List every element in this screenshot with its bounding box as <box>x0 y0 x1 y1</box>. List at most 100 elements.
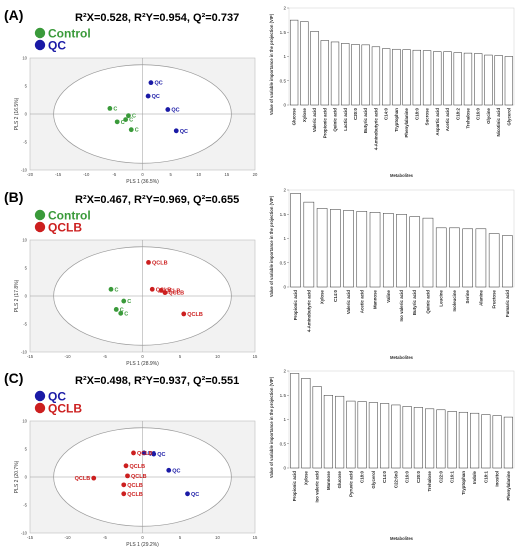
vip-bar <box>481 414 491 469</box>
panel-2: (C) R²X=0.498, R²Y=0.937, Q²=0.551QCQCLB-… <box>4 369 515 548</box>
x-tick-label: 5 <box>179 535 182 540</box>
vip-y-axis-label: Value of variable importance in the proj… <box>269 195 274 297</box>
vip-bar <box>343 210 354 288</box>
data-point <box>149 286 155 292</box>
category-label: Trehalose <box>427 470 432 491</box>
category-label: Alanine <box>478 289 483 305</box>
category-label: Propionic acid <box>322 108 327 139</box>
data-point <box>107 106 113 111</box>
legend-marker <box>34 209 46 221</box>
point-label: QCLB <box>127 492 143 498</box>
category-label: Fumaric acid <box>505 290 510 317</box>
y-tick-label: 0.5 <box>280 441 287 446</box>
category-label: C18:2 <box>455 107 460 120</box>
category-label: Glucose <box>292 107 297 125</box>
category-label: Lactic acid <box>343 108 348 131</box>
y-tick-label: -10 <box>21 350 28 355</box>
vip-bar <box>458 411 468 469</box>
data-point <box>166 467 172 473</box>
y-tick-label: 1.5 <box>280 212 287 217</box>
vip-bar <box>422 217 434 288</box>
vip-bar <box>316 208 328 288</box>
vip-bar <box>335 395 345 469</box>
vip-bar <box>320 40 329 106</box>
vip-bar <box>310 31 319 106</box>
x-tick-label: -5 <box>103 354 107 359</box>
category-label: Fructose <box>492 289 497 308</box>
point-label: QC <box>172 468 180 474</box>
category-label: Glycerol <box>506 108 511 126</box>
point-label: C <box>135 128 139 134</box>
category-label: Propionic acid <box>293 290 298 321</box>
vip-bar <box>502 235 513 288</box>
point-label: QCLB <box>165 288 181 294</box>
vip-bar <box>356 211 368 288</box>
category-label: 4-Aminobutyric acid <box>373 108 378 151</box>
category-label: Leucine <box>439 289 444 306</box>
y-tick-label: 10 <box>22 238 27 243</box>
legend-entry: QCLB <box>48 221 82 235</box>
x-tick-label: 5 <box>169 172 172 177</box>
category-label: Valeric acid <box>346 290 351 314</box>
data-point <box>185 491 190 497</box>
category-label: C16:0 <box>476 107 481 120</box>
point-label: C <box>113 106 117 112</box>
point-label: QCLB <box>187 312 203 318</box>
category-label: Phenylalanine <box>506 470 511 500</box>
x-axis-label: PLS 1 (28.9%) <box>126 361 159 367</box>
vip-bar <box>357 401 367 469</box>
vip-bar <box>289 19 299 106</box>
point-label: QC <box>157 452 165 458</box>
vip-bar <box>330 41 340 106</box>
data-point <box>151 451 157 457</box>
point-label: QC <box>152 94 160 100</box>
category-label: Butyric acid <box>412 290 417 315</box>
y-tick-label: -5 <box>23 503 27 508</box>
category-label: C20:0 <box>416 470 421 483</box>
y-tick-label: 0.5 <box>280 78 287 83</box>
category-label: C16:1 <box>450 470 455 483</box>
point-label: C <box>121 120 125 126</box>
x-tick-label: 15 <box>225 172 230 177</box>
point-label: QC <box>180 129 188 135</box>
data-point <box>118 310 124 316</box>
panel-0: (A) R²X=0.528, R²Y=0.954, Q²=0.737 Control… <box>4 6 515 185</box>
vip-bar <box>351 44 360 106</box>
vip-bar <box>301 378 311 469</box>
vip-bar <box>312 386 322 469</box>
category-label: Aspartic acid <box>435 108 440 136</box>
point-label: QC <box>171 108 179 114</box>
vip-x-axis-label: Metabolites <box>390 173 414 178</box>
y-tick-label: 2 <box>283 188 286 193</box>
y-tick-label: 5 <box>25 266 28 271</box>
data-point <box>114 119 120 125</box>
y-axis-label: PLS 2 (17.8%) <box>14 279 20 312</box>
data-point <box>145 93 151 99</box>
category-label: Xylose <box>303 470 308 485</box>
category-label: Tryptophan <box>461 471 466 495</box>
vip-y-axis-label: Value of variable importance in the proj… <box>269 376 274 478</box>
category-label: C20:0 <box>353 107 358 120</box>
category-label: Valeric acid <box>312 108 317 132</box>
y-tick-label: 0 <box>283 466 286 471</box>
vip-bar <box>392 48 401 106</box>
vip-x-axis-label: Metabolites <box>390 536 414 541</box>
category-label: Iso valeric acid <box>315 471 320 503</box>
x-tick-label: -5 <box>113 172 117 177</box>
data-point <box>121 482 127 488</box>
category-label: Indole <box>472 470 477 483</box>
y-tick-label: 0 <box>25 475 28 480</box>
y-tick-label: 10 <box>22 56 27 61</box>
legend-marker <box>34 221 46 233</box>
point-label: QC <box>154 81 162 87</box>
data-point <box>123 117 129 122</box>
vip-bar <box>330 209 341 288</box>
vip-bar <box>413 407 423 469</box>
category-label: C18:1 <box>483 470 488 483</box>
vip-bar <box>503 416 513 469</box>
vip-bar <box>484 54 493 106</box>
category-label: Trehalose <box>465 107 470 128</box>
category-label: Glycine <box>486 107 491 123</box>
category-label: C14:0 <box>333 289 338 302</box>
